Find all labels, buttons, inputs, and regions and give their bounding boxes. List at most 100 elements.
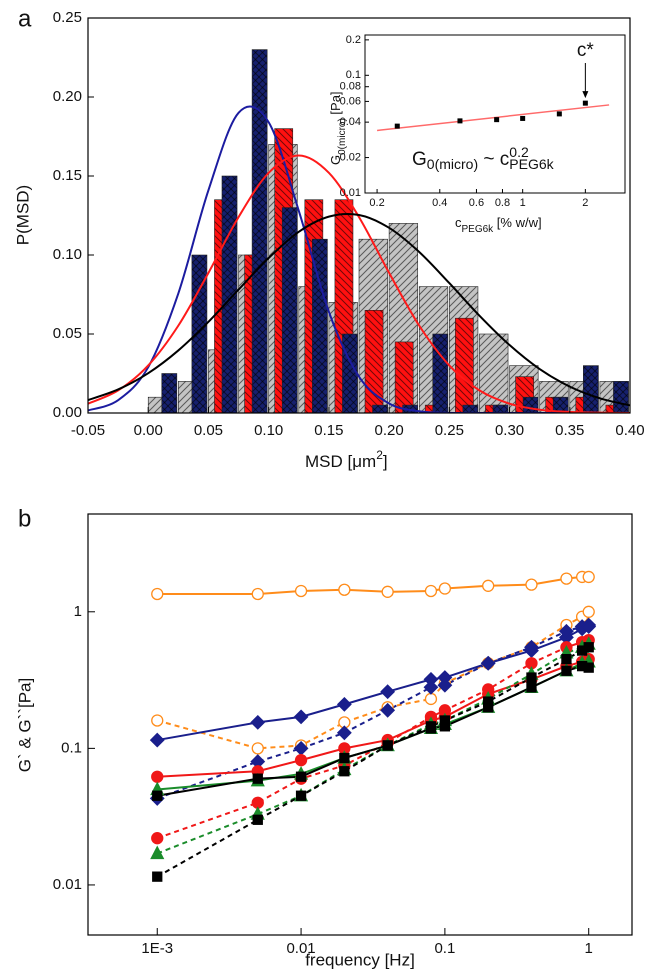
point bbox=[494, 117, 500, 123]
x-axis-label-part: [% w/w] bbox=[493, 215, 541, 230]
marker bbox=[423, 679, 439, 695]
y-tick-label: 0.04 bbox=[340, 116, 361, 128]
y-tick-label: 0.1 bbox=[61, 739, 82, 756]
marker bbox=[482, 579, 495, 592]
y-axis-label: G` & G``[Pa] bbox=[15, 678, 34, 772]
x-tick-label: 0.05 bbox=[194, 422, 223, 439]
marker bbox=[382, 740, 393, 751]
marker bbox=[251, 587, 264, 601]
bar bbox=[432, 333, 449, 414]
point bbox=[457, 118, 463, 124]
series-line bbox=[157, 658, 590, 778]
point bbox=[394, 123, 400, 129]
arrow-head bbox=[582, 91, 589, 99]
marker bbox=[380, 684, 396, 700]
fit-line bbox=[376, 104, 610, 132]
x-axis-label: cPEG6k [% w/w] bbox=[455, 215, 542, 234]
annotation-part: ~ c bbox=[478, 149, 509, 170]
marker bbox=[380, 702, 396, 718]
marker bbox=[559, 623, 574, 639]
marker bbox=[151, 832, 164, 845]
panel-label: b bbox=[18, 505, 31, 532]
x-tick-label: 1 bbox=[520, 197, 526, 209]
fit-curve bbox=[88, 212, 630, 407]
marker bbox=[424, 584, 438, 598]
bar bbox=[455, 317, 474, 414]
y-axis-label-part: [Pa] bbox=[328, 91, 343, 118]
series-line bbox=[156, 639, 589, 840]
x-axis-label: MSD [μm2] bbox=[305, 448, 388, 471]
x-tick-label: 0.2 bbox=[369, 197, 384, 209]
fit-curve bbox=[88, 154, 630, 413]
marker bbox=[149, 732, 165, 748]
annotation-part: G bbox=[412, 149, 427, 170]
series-line bbox=[156, 625, 589, 800]
marker bbox=[582, 605, 595, 618]
marker bbox=[425, 721, 437, 732]
point-label: c* bbox=[577, 40, 595, 61]
marker bbox=[252, 814, 263, 825]
x-tick-label: 2 bbox=[582, 197, 588, 209]
x-tick-label: 0.40 bbox=[615, 422, 644, 439]
x-tick-label: 0.15 bbox=[314, 422, 343, 439]
marker bbox=[561, 654, 572, 665]
marker bbox=[295, 790, 307, 801]
y-tick-label: 0.00 bbox=[53, 404, 82, 421]
x-tick-label: 0.10 bbox=[254, 422, 283, 439]
x-tick-label: 0.00 bbox=[134, 422, 163, 439]
panel-label: a bbox=[18, 5, 32, 32]
x-axis-label: frequency [Hz] bbox=[305, 950, 415, 969]
marker bbox=[582, 570, 595, 584]
y-axis-label: G0(micro) [Pa] bbox=[328, 91, 347, 165]
marker bbox=[336, 696, 352, 712]
x-tick-label: 0.8 bbox=[495, 197, 510, 209]
marker bbox=[252, 773, 263, 784]
marker bbox=[151, 770, 164, 783]
marker bbox=[439, 715, 451, 726]
fit-curve bbox=[88, 105, 630, 413]
marker bbox=[560, 572, 573, 585]
marker bbox=[480, 655, 496, 671]
marker bbox=[339, 752, 350, 764]
inset-background bbox=[364, 34, 626, 194]
series-line bbox=[157, 665, 589, 797]
y-tick-label: 0.02 bbox=[340, 151, 361, 163]
bar bbox=[251, 49, 268, 414]
annotation-part: PEG6k bbox=[509, 156, 554, 172]
y-tick-label: 0.2 bbox=[346, 34, 361, 46]
point bbox=[520, 115, 526, 121]
bar bbox=[583, 365, 599, 414]
marker bbox=[152, 790, 163, 801]
marker bbox=[526, 682, 537, 693]
marker bbox=[339, 766, 350, 777]
marker bbox=[150, 845, 165, 860]
marker bbox=[251, 742, 264, 755]
marker bbox=[438, 582, 452, 595]
bar bbox=[394, 341, 414, 414]
x-tick-label: 0.25 bbox=[435, 422, 464, 439]
marker bbox=[526, 672, 537, 683]
annotation-part: 0.2 bbox=[509, 144, 529, 160]
bar bbox=[342, 333, 358, 414]
marker bbox=[294, 584, 308, 598]
plot-frame bbox=[87, 17, 631, 414]
x-tick-label: 1E-3 bbox=[141, 940, 173, 957]
x-axis-label-part: ] bbox=[383, 452, 388, 471]
x-tick-label: 0.20 bbox=[375, 422, 404, 439]
marker bbox=[336, 725, 352, 741]
bar bbox=[492, 404, 509, 414]
y-axis-label-part: G bbox=[328, 155, 343, 165]
y-tick-label: 1 bbox=[74, 603, 82, 620]
x-tick-label: 0.01 bbox=[286, 940, 315, 957]
marker bbox=[524, 639, 539, 655]
point bbox=[582, 100, 588, 106]
y-tick-label: 0.01 bbox=[53, 876, 82, 893]
series-line bbox=[157, 575, 589, 595]
marker bbox=[294, 753, 308, 767]
x-axis-label-part: c bbox=[455, 215, 462, 230]
marker bbox=[151, 714, 164, 727]
plot-frame bbox=[87, 513, 633, 936]
x-tick-label: 0.1 bbox=[434, 940, 455, 957]
marker bbox=[581, 619, 597, 634]
